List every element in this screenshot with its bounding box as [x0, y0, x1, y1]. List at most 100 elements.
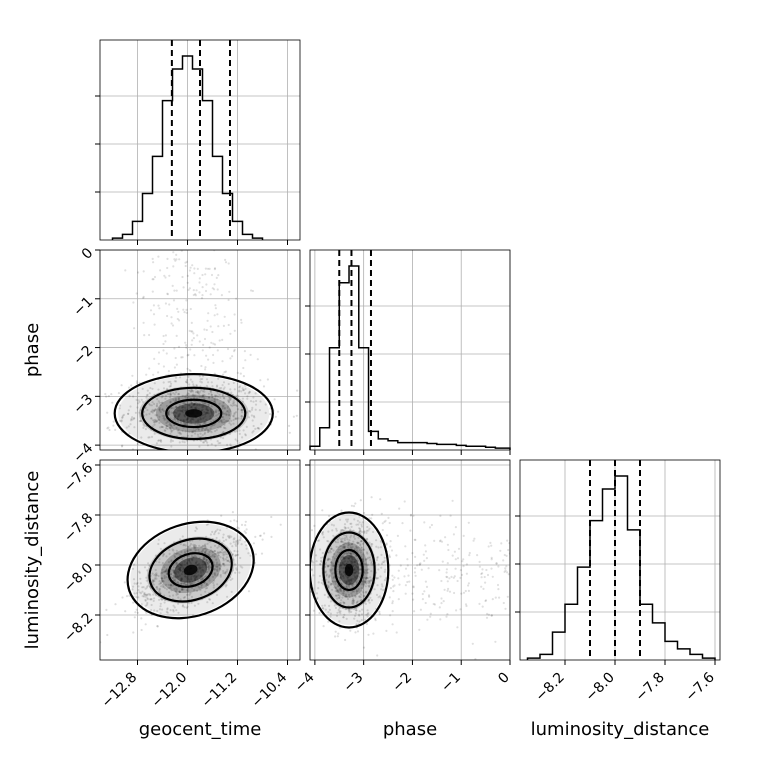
scatter-point	[421, 598, 424, 601]
scatter-point	[246, 411, 249, 414]
scatter-point	[205, 558, 208, 561]
scatter-point	[438, 569, 441, 572]
scatter-point	[182, 408, 185, 411]
scatter-point	[467, 582, 470, 585]
scatter-point	[138, 411, 141, 414]
scatter-point	[176, 568, 180, 571]
scatter-point	[423, 521, 426, 524]
scatter-point	[418, 563, 421, 566]
scatter-point	[158, 307, 161, 310]
scatter-point	[260, 552, 264, 555]
scatter-point	[215, 568, 218, 571]
scatter-point	[135, 398, 138, 401]
scatter-point	[192, 575, 195, 578]
scatter-point	[226, 553, 229, 556]
scatter-point	[148, 564, 151, 567]
scatter-point	[215, 428, 218, 432]
scatter-point	[221, 551, 224, 554]
scatter-point	[155, 586, 159, 589]
scatter-point	[185, 308, 188, 311]
scatter-point	[195, 549, 198, 552]
scatter-point	[348, 579, 351, 582]
scatter-point	[359, 527, 362, 531]
scatter-point	[238, 571, 241, 574]
scatter-point	[204, 562, 207, 566]
scatter-point	[188, 383, 191, 386]
scatter-point	[385, 629, 388, 633]
scatter-point	[159, 605, 162, 608]
scatter-point	[352, 585, 355, 588]
scatter-point	[214, 530, 217, 533]
scatter-point	[365, 622, 368, 626]
scatter-point	[381, 585, 384, 588]
scatter-point	[170, 411, 173, 414]
scatter-point	[201, 434, 204, 437]
scatter-point	[354, 568, 357, 571]
scatter-point	[334, 541, 338, 544]
scatter-point	[233, 313, 236, 316]
panel-frame	[309, 459, 511, 661]
scatter-point	[208, 346, 211, 349]
scatter-point	[203, 404, 206, 407]
scatter-point	[214, 398, 217, 401]
scatter-point	[365, 568, 369, 571]
panel-content	[305, 460, 510, 660]
scatter-point	[185, 562, 188, 565]
scatter-point	[222, 401, 225, 404]
scatter-point	[213, 372, 216, 375]
scatter-point	[365, 558, 368, 561]
scatter-point	[331, 572, 334, 575]
scatter-point	[456, 557, 460, 560]
scatter-point	[204, 413, 207, 416]
scatter-point	[221, 384, 224, 387]
scatter-point	[372, 632, 375, 635]
scatter-point	[210, 341, 213, 344]
scatter-point	[224, 558, 227, 561]
scatter-point	[218, 412, 221, 415]
scatter-point	[164, 302, 167, 305]
scatter-point	[153, 402, 156, 406]
scatter-point	[218, 545, 221, 548]
scatter-point	[383, 559, 386, 562]
scatter-point	[388, 521, 391, 525]
scatter-point	[360, 540, 363, 543]
scatter-point	[213, 268, 216, 271]
scatter-point	[418, 628, 421, 631]
scatter-point	[412, 514, 415, 517]
scatter-point	[337, 548, 340, 551]
scatter-point	[174, 399, 178, 402]
scatter-point	[349, 528, 352, 531]
scatter-point	[158, 408, 161, 411]
scatter-point	[357, 523, 360, 526]
scatter-point	[305, 579, 307, 581]
scatter-point	[187, 546, 190, 549]
scatter-point	[349, 582, 352, 585]
scatter-point	[391, 578, 394, 581]
scatter-point	[188, 269, 191, 272]
scatter-point	[257, 426, 260, 430]
scatter-point	[240, 523, 244, 527]
scatter-point	[201, 377, 204, 381]
scatter-point	[365, 577, 368, 580]
scatter-point	[349, 555, 352, 558]
scatter-point	[117, 392, 120, 395]
scatter-point	[200, 545, 203, 549]
scatter-point	[364, 558, 367, 561]
scatter-point	[212, 400, 215, 403]
scatter-point	[377, 546, 380, 549]
scatter-point	[363, 530, 366, 533]
scatter-point	[136, 581, 139, 585]
scatter-point	[164, 397, 167, 400]
scatter-point	[158, 408, 161, 411]
scatter-point	[352, 535, 355, 539]
scatter-point	[235, 539, 238, 543]
scatter-point	[199, 566, 202, 569]
scatter-point	[172, 392, 175, 395]
scatter-point	[205, 568, 208, 571]
scatter-point	[423, 590, 426, 593]
scatter-point	[388, 554, 391, 557]
scatter-point	[215, 561, 219, 564]
scatter-point	[168, 595, 171, 598]
scatter-point	[464, 589, 467, 593]
scatter-point	[148, 367, 151, 370]
